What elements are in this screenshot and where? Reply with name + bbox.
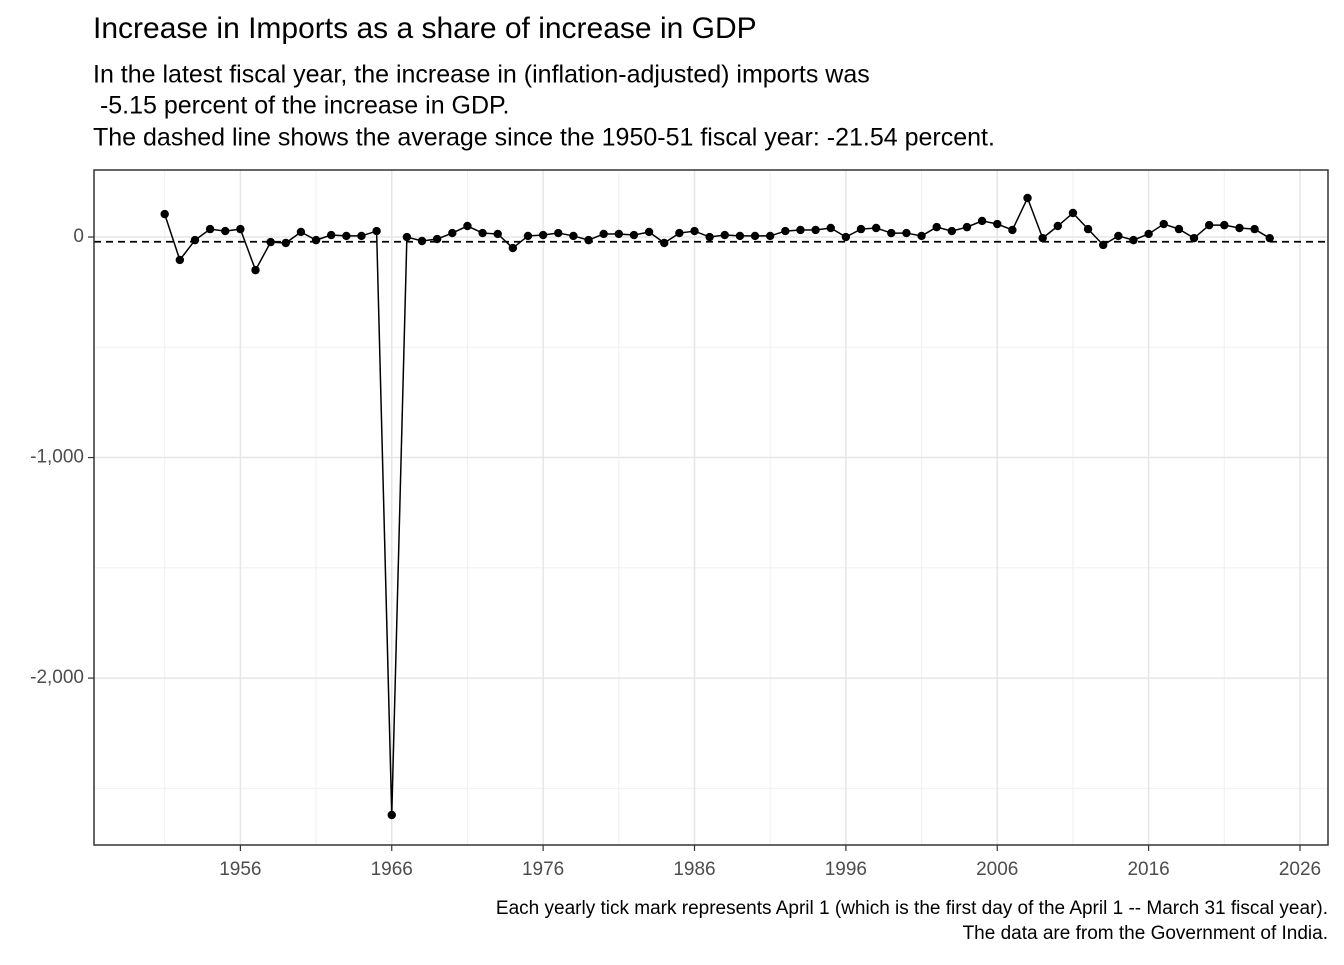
chart-title: Increase in Imports as a share of increa… [93, 12, 757, 45]
point [311, 235, 321, 245]
point [296, 227, 306, 237]
point [629, 230, 639, 240]
point [1068, 208, 1078, 218]
point [266, 237, 275, 247]
point [236, 224, 245, 234]
point [962, 222, 972, 232]
point [569, 231, 578, 241]
x-tick-label: 2026 [1279, 859, 1321, 880]
point [796, 225, 805, 235]
point [932, 222, 941, 232]
point [327, 230, 336, 240]
subtitle: The dashed line shows the average since … [93, 124, 995, 152]
point [599, 229, 608, 239]
point [765, 231, 775, 241]
point [1220, 220, 1229, 230]
point [1265, 233, 1274, 243]
point [1023, 193, 1032, 203]
caption: The data are from the Government of Indi… [963, 923, 1328, 944]
point [281, 238, 290, 248]
point [478, 228, 487, 238]
point [811, 225, 820, 235]
point [947, 226, 957, 236]
point [750, 231, 760, 241]
x-tick-label: 1976 [522, 859, 564, 880]
point [902, 228, 911, 238]
point [387, 810, 396, 820]
point [705, 232, 714, 242]
point [675, 228, 684, 238]
point [190, 235, 200, 245]
x-tick-label: 2006 [976, 859, 1018, 880]
point [1008, 225, 1017, 235]
x-tick-label: 1956 [219, 859, 261, 880]
x-tick-label: 1966 [371, 859, 413, 880]
point [417, 236, 427, 246]
point [402, 232, 412, 242]
point [690, 226, 699, 236]
point [175, 255, 185, 265]
point [735, 231, 745, 241]
point [372, 226, 381, 236]
point [251, 265, 260, 275]
point [781, 226, 790, 236]
point [342, 231, 351, 241]
x-tick-label: 2016 [1127, 859, 1169, 880]
subtitle: -5.15 percent of the increase in GDP. [93, 92, 509, 120]
point [660, 238, 669, 248]
point [554, 228, 563, 238]
point [1159, 219, 1168, 229]
point [887, 228, 896, 238]
point [584, 235, 593, 245]
point [1235, 223, 1244, 233]
point [856, 224, 866, 234]
point [1250, 224, 1259, 234]
point [917, 231, 926, 241]
point [720, 230, 729, 240]
point [1204, 220, 1214, 230]
point [871, 223, 881, 233]
point [1189, 233, 1199, 243]
x-tick-label: 1996 [825, 859, 867, 880]
point [614, 229, 624, 239]
point [221, 226, 230, 236]
point [357, 231, 366, 241]
point [1144, 229, 1153, 239]
y-tick-label: -1,000 [30, 447, 84, 468]
point [160, 209, 169, 219]
point [205, 224, 215, 234]
point [432, 234, 442, 244]
subtitle: In the latest fiscal year, the increase … [93, 61, 870, 89]
point [1038, 233, 1047, 243]
plot-border [93, 169, 1329, 846]
y-tick-label: -2,000 [30, 667, 84, 688]
y-tick-label: 0 [73, 226, 84, 247]
point [1099, 240, 1108, 250]
point [826, 223, 835, 233]
point [1053, 221, 1062, 231]
caption: Each yearly tick mark represents April 1… [496, 898, 1328, 919]
point [463, 221, 472, 231]
x-tick-label: 1986 [673, 859, 715, 880]
point [644, 227, 654, 237]
point [523, 231, 533, 241]
point [538, 230, 548, 240]
point [1083, 224, 1093, 234]
point [1129, 235, 1138, 245]
point [1174, 224, 1184, 234]
point [993, 219, 1002, 229]
point [977, 216, 987, 226]
point [448, 228, 457, 238]
point [841, 232, 851, 242]
point [493, 229, 502, 239]
point [508, 243, 518, 253]
point [1114, 231, 1123, 241]
